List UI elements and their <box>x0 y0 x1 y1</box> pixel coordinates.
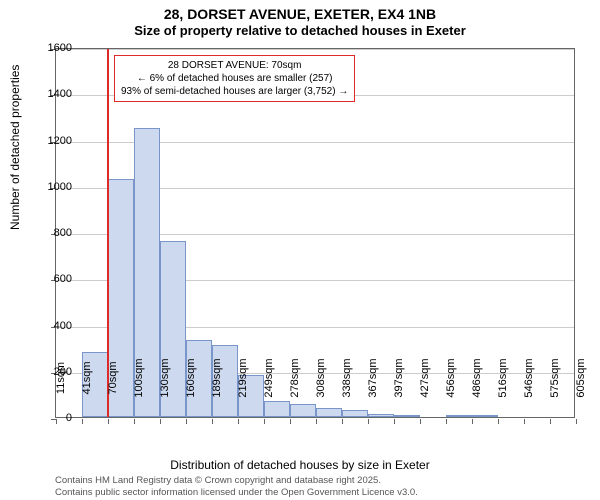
x-tick-label: 11sqm <box>55 362 67 394</box>
x-tick-mark <box>264 419 265 424</box>
x-tick-label: 575sqm <box>549 358 561 397</box>
x-tick-label: 160sqm <box>185 358 197 397</box>
x-tick-mark <box>82 419 83 424</box>
histogram-bar <box>472 415 498 417</box>
gridline <box>56 49 574 50</box>
y-tick-label: 1600 <box>32 42 72 54</box>
x-tick-label: 249sqm <box>263 358 275 397</box>
x-tick-mark <box>290 419 291 424</box>
x-tick-label: 41sqm <box>81 361 93 394</box>
x-tick-mark <box>498 419 499 424</box>
x-tick-label: 70sqm <box>107 361 119 394</box>
annotation-line-1: 28 DORSET AVENUE: 70sqm <box>121 59 348 72</box>
x-tick-label: 308sqm <box>315 358 327 397</box>
x-tick-mark <box>368 419 369 424</box>
x-tick-mark <box>446 419 447 424</box>
x-tick-label: 367sqm <box>367 358 379 397</box>
title-block: 28, DORSET AVENUE, EXETER, EX4 1NB Size … <box>0 0 600 38</box>
x-tick-mark <box>472 419 473 424</box>
x-tick-label: 278sqm <box>289 358 301 397</box>
x-tick-mark <box>394 419 395 424</box>
x-tick-mark <box>342 419 343 424</box>
histogram-bar <box>264 401 290 417</box>
y-tick-label: 1200 <box>32 135 72 147</box>
x-tick-mark <box>550 419 551 424</box>
annotation-box: 28 DORSET AVENUE: 70sqm ← 6% of detached… <box>114 55 355 102</box>
x-tick-label: 516sqm <box>497 358 509 397</box>
y-tick-label: 1400 <box>32 88 72 100</box>
chart-container: 28, DORSET AVENUE, EXETER, EX4 1NB Size … <box>0 0 600 500</box>
x-tick-label: 219sqm <box>237 358 249 397</box>
y-tick-label: 0 <box>32 412 72 424</box>
histogram-bar <box>368 414 394 417</box>
x-tick-mark <box>524 419 525 424</box>
histogram-bar <box>316 408 342 417</box>
chart-title: 28, DORSET AVENUE, EXETER, EX4 1NB <box>0 6 600 22</box>
y-tick-label: 400 <box>32 320 72 332</box>
x-tick-label: 605sqm <box>575 358 587 397</box>
x-tick-label: 427sqm <box>419 358 431 397</box>
y-tick-label: 1000 <box>32 181 72 193</box>
x-tick-mark <box>186 419 187 424</box>
histogram-bar <box>290 404 316 417</box>
x-axis-label: Distribution of detached houses by size … <box>0 458 600 472</box>
x-tick-mark <box>134 419 135 424</box>
x-tick-mark <box>238 419 239 424</box>
x-tick-label: 189sqm <box>211 358 223 397</box>
y-tick-label: 800 <box>32 227 72 239</box>
x-tick-mark <box>212 419 213 424</box>
histogram-bar <box>342 410 368 417</box>
chart-subtitle: Size of property relative to detached ho… <box>0 23 600 38</box>
footer-line-2: Contains public sector information licen… <box>55 487 418 498</box>
x-tick-mark <box>160 419 161 424</box>
x-tick-label: 130sqm <box>159 358 171 397</box>
x-tick-label: 456sqm <box>445 358 457 397</box>
x-tick-mark <box>316 419 317 424</box>
x-tick-mark <box>108 419 109 424</box>
x-tick-label: 100sqm <box>133 358 145 397</box>
x-tick-mark <box>576 419 577 424</box>
annotation-line-3: 93% of semi-detached houses are larger (… <box>121 85 348 98</box>
footer-attribution: Contains HM Land Registry data © Crown c… <box>55 475 418 498</box>
histogram-bar <box>394 415 420 417</box>
x-tick-label: 397sqm <box>393 358 405 397</box>
x-tick-label: 546sqm <box>523 358 535 397</box>
histogram-bar <box>446 415 472 417</box>
x-tick-label: 486sqm <box>471 358 483 397</box>
footer-line-1: Contains HM Land Registry data © Crown c… <box>55 475 418 486</box>
annotation-line-2: ← 6% of detached houses are smaller (257… <box>121 72 348 85</box>
x-tick-mark <box>420 419 421 424</box>
y-axis-label: Number of detached properties <box>8 65 22 230</box>
y-tick-label: 600 <box>32 273 72 285</box>
x-tick-label: 338sqm <box>341 358 353 397</box>
